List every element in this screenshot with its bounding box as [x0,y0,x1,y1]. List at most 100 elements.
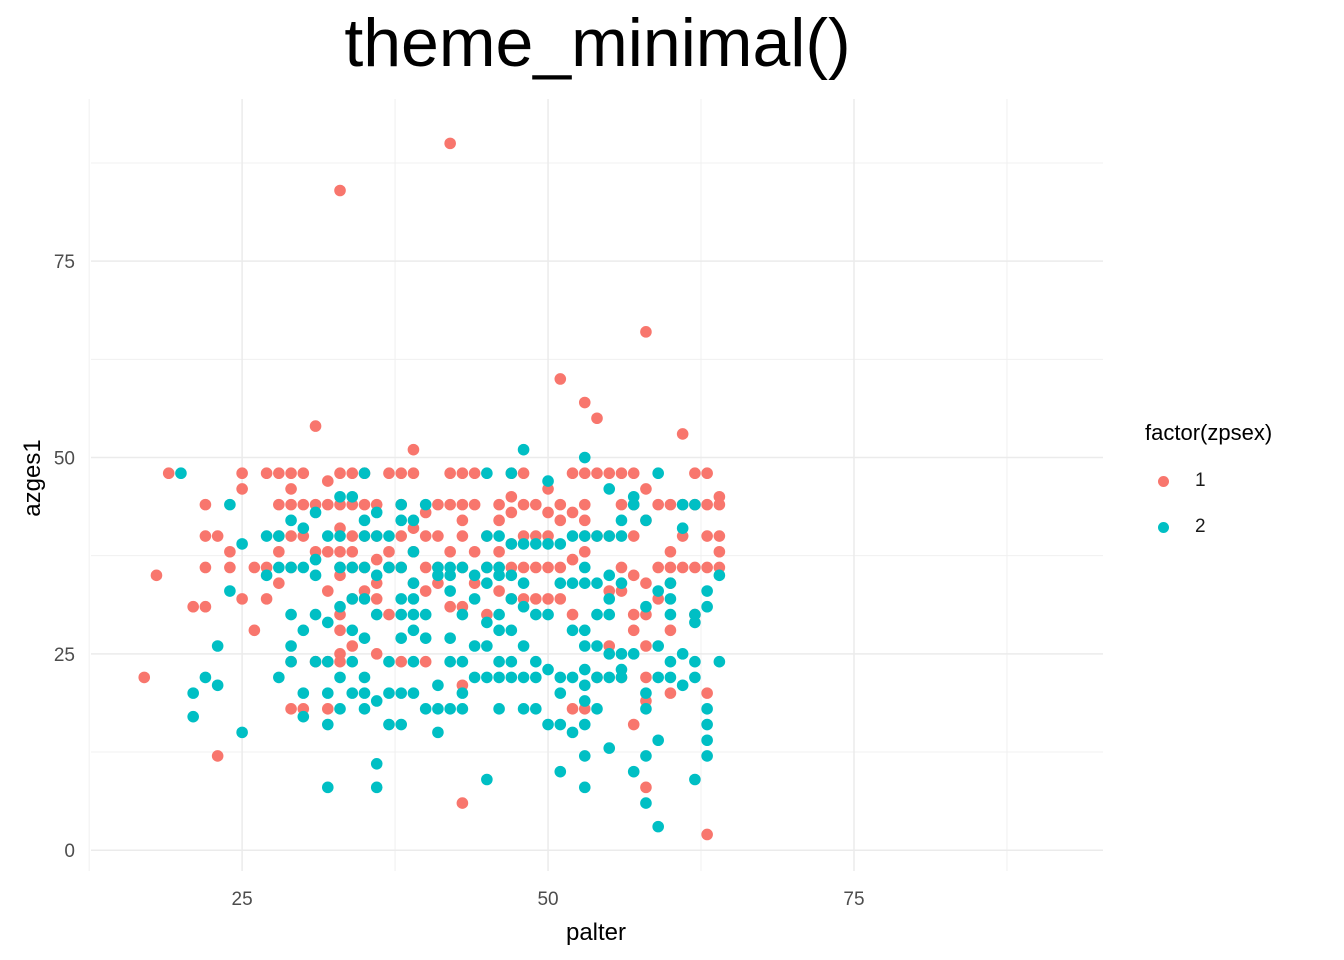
data-point [578,514,591,527]
data-point [419,703,432,715]
data-point [493,498,505,511]
data-point [334,467,346,480]
data-point [652,820,664,833]
data-point [321,687,334,699]
data-point [456,687,469,699]
data-point [530,498,542,511]
data-point [211,679,224,692]
data-point [627,608,640,621]
data-point [493,608,505,621]
data-point [615,577,628,589]
data-point [419,655,432,668]
data-point [701,687,713,699]
data-point [701,585,713,597]
data-point [505,569,518,582]
data-point [481,467,493,480]
data-point [689,655,701,668]
data-point [542,718,554,731]
series-1-points [138,137,726,841]
axis-tick-labels: 25 50 75 0 25 50 75 [54,252,865,910]
data-point [321,585,334,597]
data-point [468,593,481,605]
data-point [211,640,224,652]
data-point [468,569,481,582]
data-point [554,561,567,574]
data-point [383,687,395,699]
data-point [444,137,456,150]
data-point [530,608,542,621]
data-point [689,671,701,684]
data-point [652,498,664,511]
legend-item-1: 1 [1145,458,1272,504]
data-point [236,726,248,739]
data-point [419,608,432,621]
y-axis-title: azges1 [19,439,46,516]
data-point [370,757,383,770]
data-point [578,467,591,480]
data-point [187,687,199,699]
data-point [444,498,456,511]
data-point [517,600,530,613]
x-tick-label: 25 [232,889,253,910]
data-point [432,498,444,511]
data-point [615,498,628,511]
data-point [505,671,518,684]
data-point [640,781,652,794]
data-point [664,498,677,511]
data-point [321,616,334,629]
data-point [358,632,371,644]
data-point [566,467,579,480]
data-point [395,655,408,668]
data-point [468,467,481,480]
data-point [578,663,591,676]
legend-key-dot [1157,521,1169,533]
data-point [493,585,505,597]
data-point [370,530,383,542]
y-tick-label: 75 [54,252,75,273]
data-point [664,608,677,621]
data-point [285,483,297,495]
data-point [566,608,579,621]
data-point [554,373,567,385]
data-point [273,561,285,574]
data-point [578,545,591,558]
data-point [297,687,310,699]
data-point [273,467,285,480]
data-point [370,608,383,621]
data-point [517,671,530,684]
data-point [273,671,285,684]
data-point [493,655,505,668]
data-point [517,640,530,652]
data-point [505,506,518,519]
data-point [591,577,603,589]
data-point [236,483,248,495]
data-point [456,655,469,668]
data-point [309,569,322,582]
data-point [358,687,371,699]
data-point [517,443,530,456]
data-point [346,640,359,652]
data-point [591,412,603,425]
data-point [211,750,224,762]
data-point [701,530,713,542]
data-point [224,545,236,558]
data-point [456,530,469,542]
data-point [603,593,616,605]
data-point [505,655,518,668]
data-point [578,695,591,707]
data-point [407,593,420,605]
data-point [199,561,212,574]
data-point [676,498,689,511]
data-point [419,498,432,511]
data-point [591,703,603,715]
data-point [285,703,297,715]
data-point [689,773,701,786]
data-point [407,655,420,668]
data-point [444,703,456,715]
data-point [566,553,579,566]
data-point [627,765,640,778]
data-point [199,600,212,613]
data-point [530,561,542,574]
data-point [640,750,652,762]
data-point [370,506,383,519]
